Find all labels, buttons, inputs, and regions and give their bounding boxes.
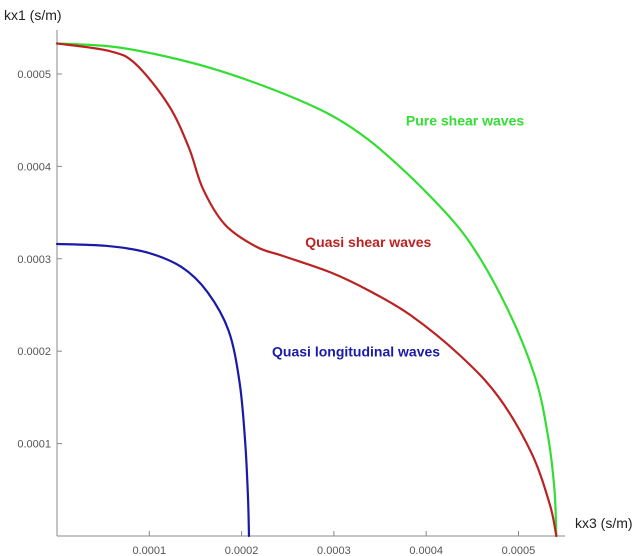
- x-axis-label: kx3 (s/m): [575, 515, 633, 531]
- y-tick-label: 0.0002: [17, 346, 51, 358]
- x-tick-label: 0.0003: [317, 545, 351, 556]
- x-tick-label: 0.0004: [409, 545, 443, 556]
- y-tick-label: 0.0005: [17, 69, 51, 81]
- x-tick-label: 0.0002: [225, 545, 259, 556]
- y-tick-label: 0.0003: [17, 254, 51, 266]
- pure-shear-waves-label: Pure shear waves: [406, 113, 525, 129]
- y-tick-label: 0.0004: [17, 161, 51, 173]
- pure-shear-waves-line: [55, 42, 558, 538]
- series-labels: Pure shear waves Quasi shear waves Quasi l…: [272, 113, 524, 360]
- quasi-shear-waves-line: [55, 42, 558, 538]
- y-axis-label: kx1 (s/m): [4, 7, 62, 23]
- axes: [56, 30, 565, 537]
- x-tick-label: 0.0005: [502, 545, 536, 556]
- quasi-shear-waves-label: Quasi shear waves: [305, 234, 431, 250]
- quasi-longitudinal-waves-line: [55, 242, 251, 538]
- y-tick-label: 0.0001: [17, 439, 51, 451]
- series-lines: [55, 42, 558, 538]
- quasi-longitudinal-waves-label: Quasi longitudinal waves: [272, 344, 440, 360]
- ticks: 0.0001 0.0002 0.0003 0.0004 0.0005 0.0001 0.00…: [17, 69, 535, 556]
- x-tick-label: 0.0001: [132, 545, 166, 556]
